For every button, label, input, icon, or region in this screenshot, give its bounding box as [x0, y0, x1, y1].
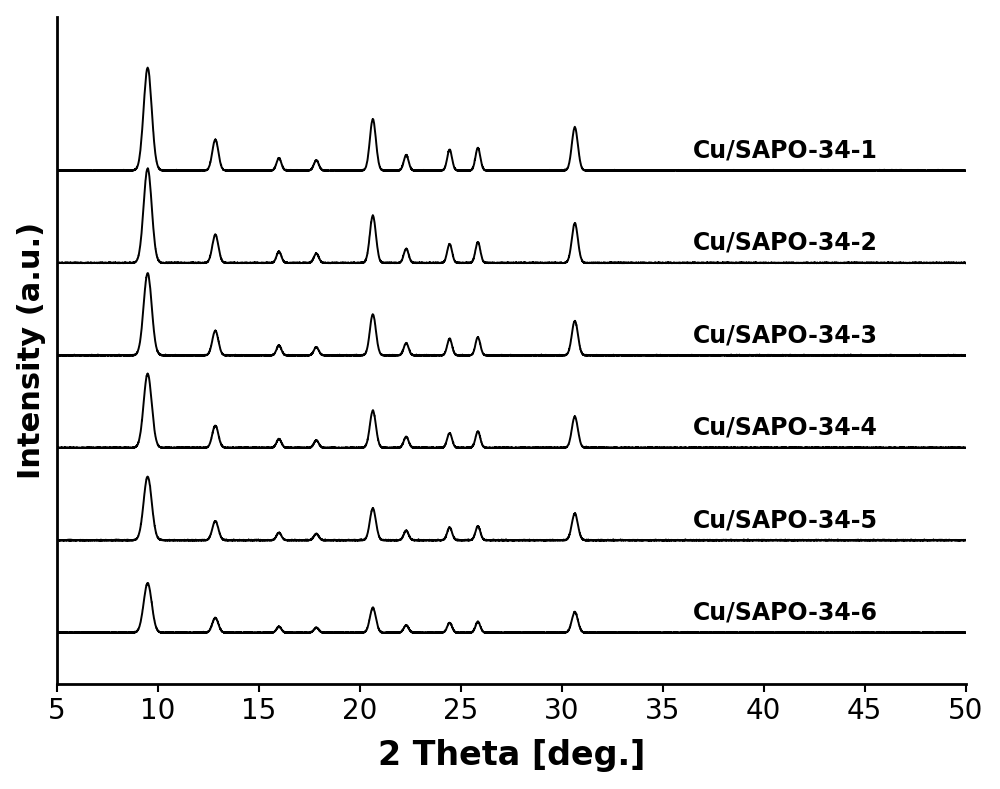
- Text: Cu/SAPO-34-5: Cu/SAPO-34-5: [693, 508, 878, 533]
- Text: Cu/SAPO-34-1: Cu/SAPO-34-1: [693, 139, 878, 163]
- Y-axis label: Intensity (a.u.): Intensity (a.u.): [17, 222, 46, 479]
- Text: Cu/SAPO-34-4: Cu/SAPO-34-4: [693, 416, 878, 439]
- Text: Cu/SAPO-34-3: Cu/SAPO-34-3: [693, 323, 878, 347]
- X-axis label: 2 Theta [deg.]: 2 Theta [deg.]: [378, 739, 645, 772]
- Text: Cu/SAPO-34-2: Cu/SAPO-34-2: [693, 231, 878, 255]
- Text: Cu/SAPO-34-6: Cu/SAPO-34-6: [693, 600, 878, 625]
